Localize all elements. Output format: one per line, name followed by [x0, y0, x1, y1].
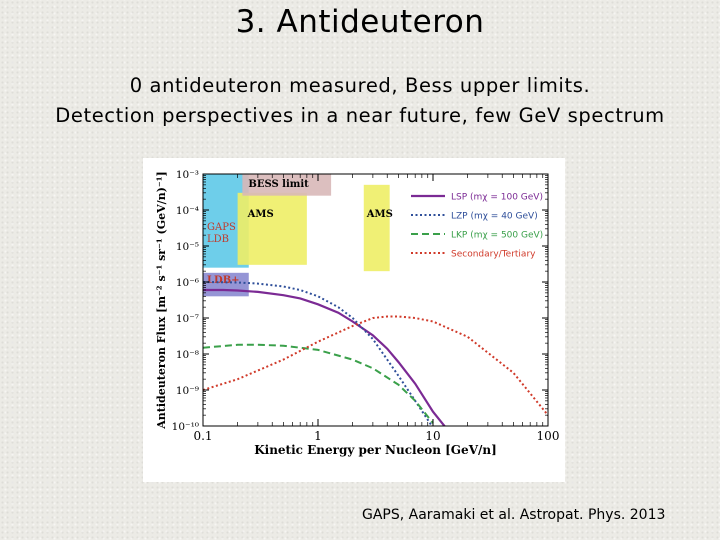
- series-line-0: [203, 288, 446, 426]
- x-tick-label: 10: [425, 429, 440, 443]
- y-tick-label: 10⁻⁹: [176, 385, 199, 397]
- series-line-2: [203, 343, 434, 424]
- legend-label-3: Secondary/Tertiary: [451, 250, 536, 260]
- region-label-2: AMS: [247, 209, 274, 220]
- x-tick-label: 1: [314, 429, 322, 443]
- region-label-0-0: GAPS: [207, 222, 236, 233]
- y-tick-label: 10⁻⁵: [176, 241, 199, 253]
- y-tick-label: 10⁻⁶: [176, 277, 199, 289]
- legend-label-1: LZP (mχ = 40 GeV): [451, 212, 538, 222]
- x-tick-label: 0.1: [193, 429, 212, 443]
- y-axis-label: Antideuteron Flux [m⁻² s⁻¹ sr⁻¹ (GeV/n)⁻…: [155, 171, 168, 429]
- slide-title: 3. Antideuteron: [235, 4, 485, 40]
- region-2: [237, 192, 307, 265]
- subtitle-line-2: Detection perspectives in a near future,…: [55, 104, 665, 127]
- y-tick-label: 10⁻⁴: [176, 205, 199, 217]
- series-lines: [203, 281, 548, 426]
- region-3: [363, 184, 390, 272]
- y-tick-label: 10⁻⁸: [176, 349, 199, 361]
- region-label-0-1: LDB: [207, 234, 229, 245]
- y-tick-label: 10⁻⁷: [176, 313, 199, 325]
- x-axis-label: Kinetic Energy per Nucleon [GeV/n]: [254, 443, 497, 457]
- citation: GAPS, Aaramaki et al. Astropat. Phys. 20…: [362, 507, 666, 523]
- x-tick-label: 100: [537, 429, 560, 443]
- region-4: [242, 174, 332, 196]
- region-label-3: AMS: [366, 209, 393, 220]
- legend-label-2: LKP (mχ = 500 GeV): [451, 231, 543, 241]
- legend-label-0: LSP (mχ = 100 GeV): [451, 193, 543, 203]
- y-tick-label: 10⁻³: [176, 169, 199, 181]
- subtitle-line-1: 0 antideuteron measured, Bess upper limi…: [129, 74, 591, 97]
- region-label-1: LDB+: [207, 275, 240, 286]
- series-line-3: [203, 315, 548, 416]
- y-tick-label: 10⁻¹⁰: [172, 421, 199, 433]
- chart-figure: GAPS LDB LDB+ AMS AMS BESS limit LSP (mχ = 100…: [143, 158, 565, 482]
- region-label-4: BESS limit: [248, 179, 309, 190]
- plot-frame: [202, 173, 549, 427]
- series-line-1: [203, 281, 434, 426]
